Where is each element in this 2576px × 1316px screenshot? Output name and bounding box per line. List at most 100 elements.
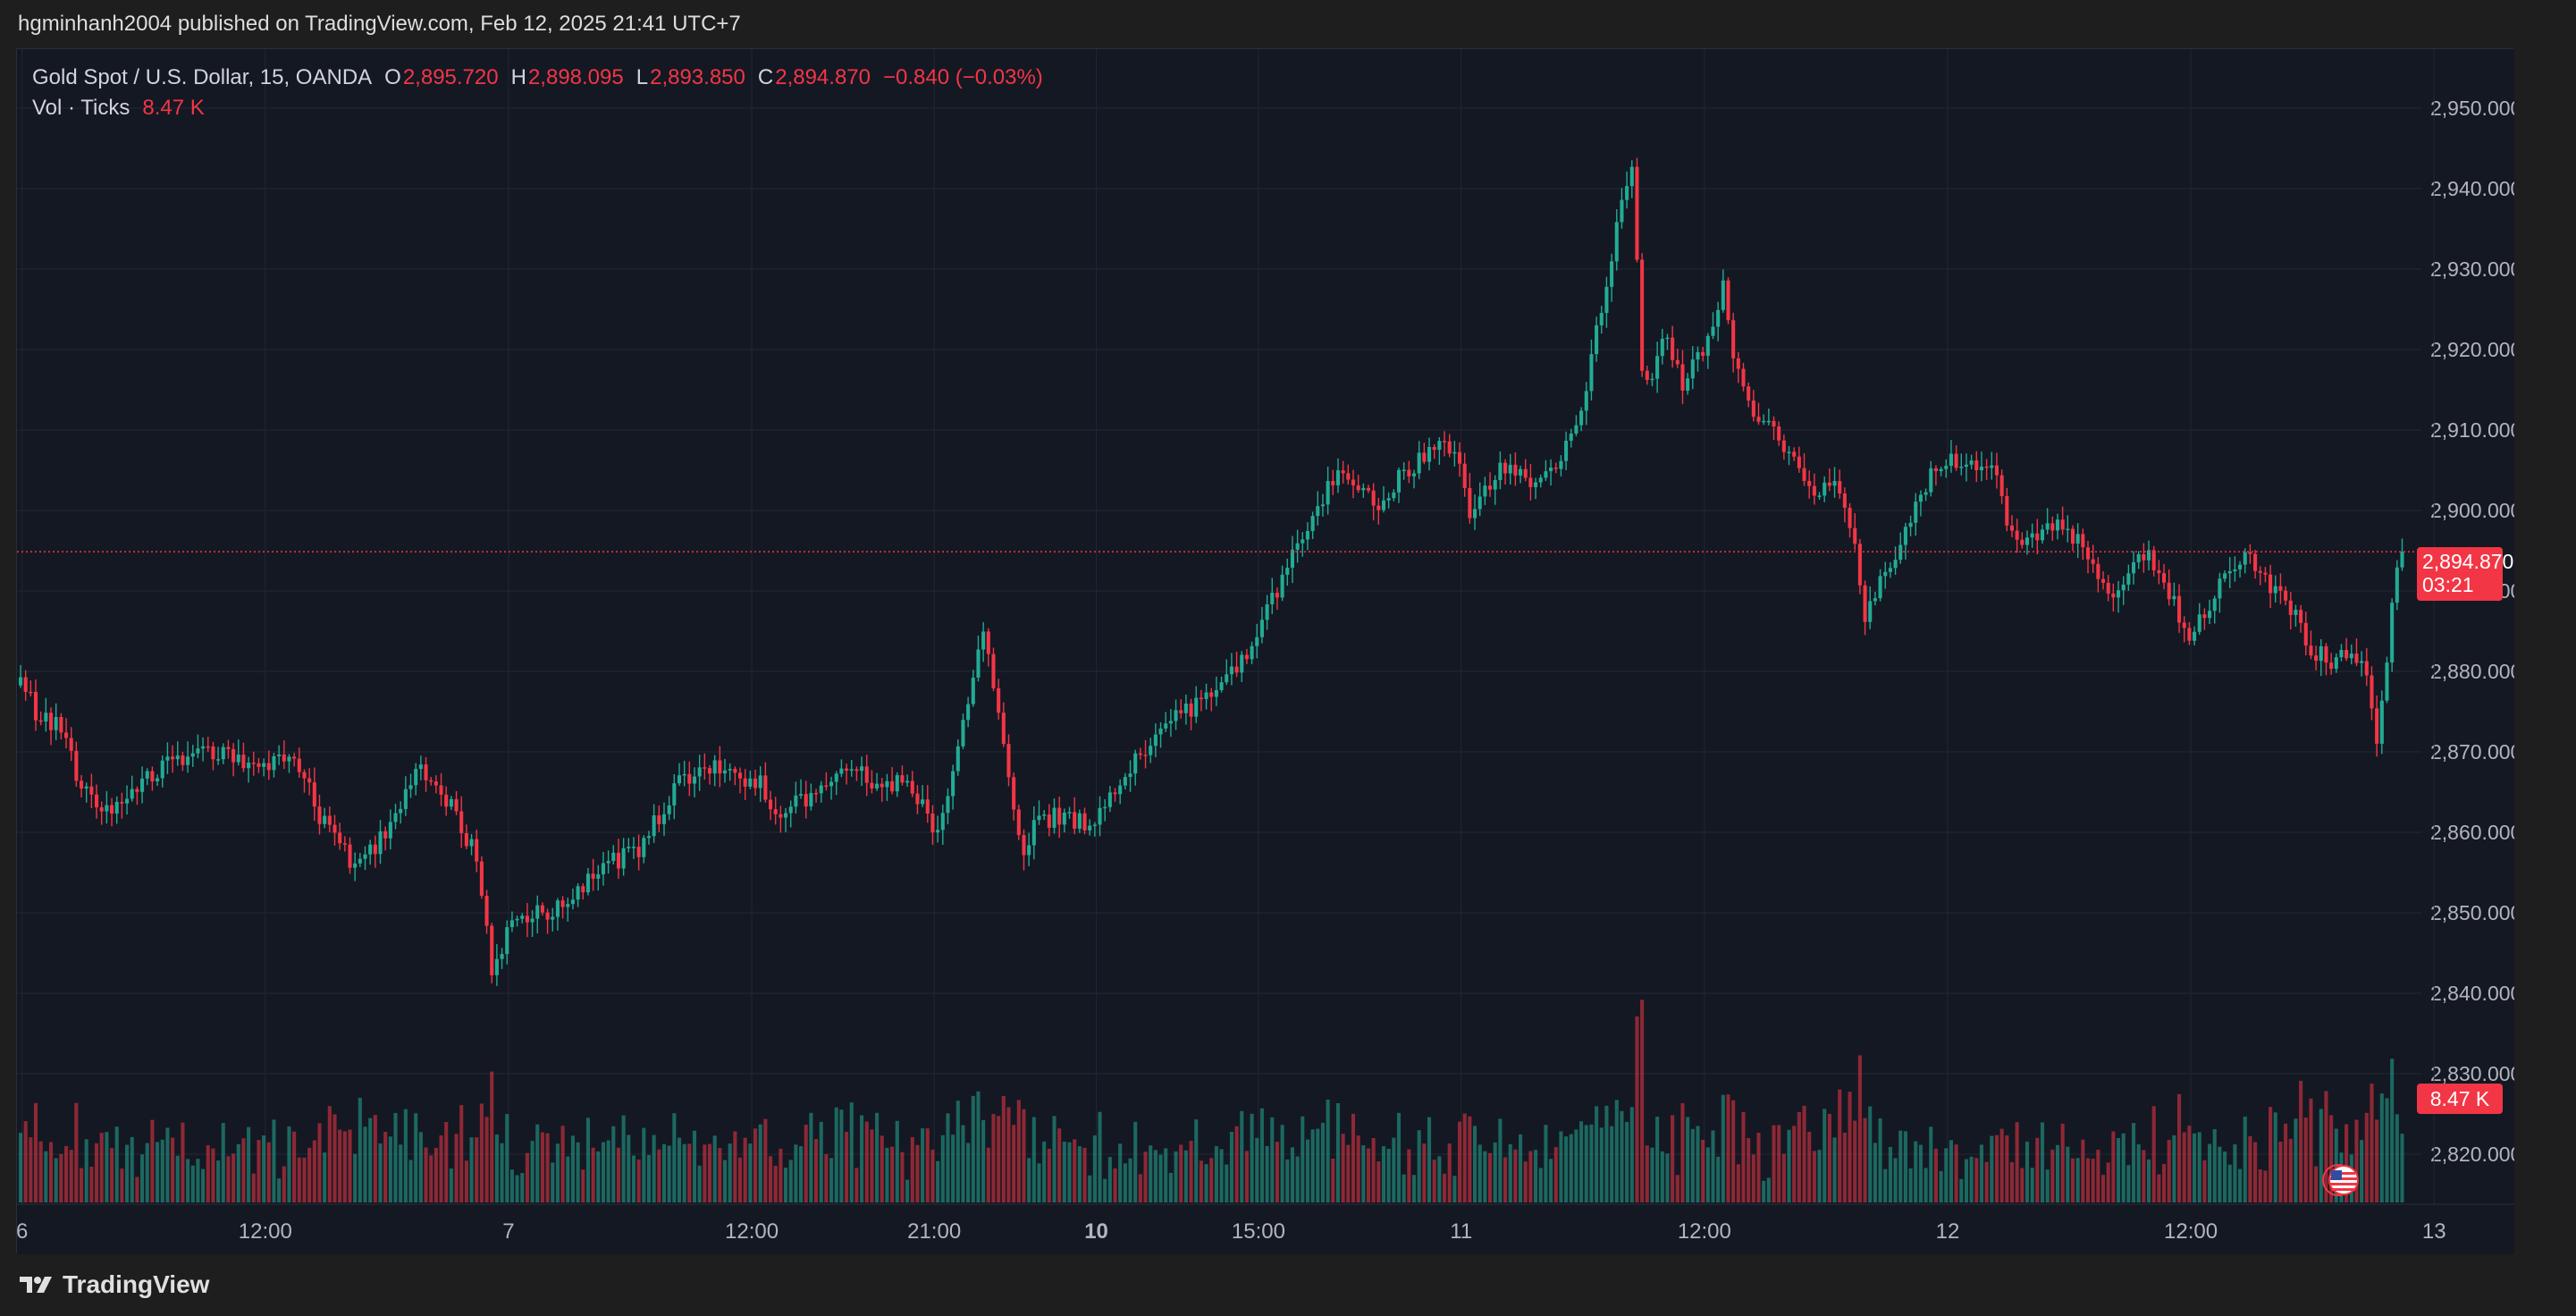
candle-body[interactable] — [171, 756, 175, 760]
candle-body[interactable] — [1331, 481, 1335, 485]
candle-body[interactable] — [1088, 825, 1092, 831]
candle-body[interactable] — [657, 814, 661, 824]
candle-body[interactable] — [1189, 703, 1193, 717]
candle-body[interactable] — [2177, 595, 2182, 623]
candle-body[interactable] — [1082, 813, 1087, 831]
candle-body[interactable] — [1959, 466, 1964, 468]
candle-body[interactable] — [930, 814, 935, 833]
candle-body[interactable] — [1199, 697, 1203, 700]
candle-body[interactable] — [1295, 543, 1300, 550]
candle-body[interactable] — [1508, 464, 1512, 474]
candle-body[interactable] — [1650, 378, 1654, 381]
candle-body[interactable] — [484, 895, 489, 926]
candle-body[interactable] — [2131, 561, 2136, 574]
candle-body[interactable] — [1671, 337, 1675, 360]
candle-body[interactable] — [1062, 812, 1066, 825]
candle-body[interactable] — [2075, 534, 2080, 544]
candle-body[interactable] — [1964, 464, 1968, 467]
candle-body[interactable] — [1878, 576, 1882, 599]
candle-body[interactable] — [429, 780, 434, 782]
candle-body[interactable] — [2395, 567, 2399, 603]
candle-body[interactable] — [368, 844, 373, 855]
candle-body[interactable] — [814, 792, 819, 795]
candle-body[interactable] — [1812, 485, 1816, 496]
candle-body[interactable] — [135, 789, 139, 792]
candle-body[interactable] — [718, 760, 722, 774]
candle-body[interactable] — [257, 763, 261, 767]
candle-body[interactable] — [566, 904, 570, 907]
candle-body[interactable] — [576, 886, 580, 900]
candle-body[interactable] — [1427, 446, 1432, 462]
candle-body[interactable] — [383, 831, 388, 839]
candle-body[interactable] — [936, 830, 940, 833]
candle-body[interactable] — [1042, 814, 1047, 816]
candle-body[interactable] — [2334, 657, 2338, 670]
candle-body[interactable] — [1392, 492, 1396, 499]
candle-body[interactable] — [54, 716, 58, 730]
candle-body[interactable] — [921, 799, 925, 805]
candle-body[interactable] — [570, 899, 575, 905]
candle-body[interactable] — [2263, 572, 2268, 575]
candle-body[interactable] — [1016, 809, 1021, 836]
candle-body[interactable] — [1741, 368, 1746, 387]
candle-body[interactable] — [631, 847, 636, 848]
candle-body[interactable] — [1747, 386, 1751, 401]
candle-body[interactable] — [1716, 309, 1721, 327]
candle-body[interactable] — [44, 713, 48, 722]
candle-body[interactable] — [1452, 451, 1457, 454]
candle-body[interactable] — [1204, 692, 1208, 699]
candle-body[interactable] — [758, 775, 762, 789]
candle-body[interactable] — [1290, 549, 1294, 569]
candle-body[interactable] — [1113, 792, 1117, 795]
candle-body[interactable] — [1052, 807, 1056, 828]
candle-body[interactable] — [393, 813, 398, 822]
candle-body[interactable] — [272, 755, 276, 771]
tradingview-logo[interactable]: TradingView — [18, 1270, 209, 1299]
candle-body[interactable] — [33, 692, 38, 721]
candle-body[interactable] — [2390, 603, 2395, 663]
candle-body[interactable] — [145, 771, 149, 779]
candle-body[interactable] — [323, 815, 327, 824]
candle-body[interactable] — [1655, 356, 1660, 379]
candle-body[interactable] — [2040, 529, 2045, 541]
candle-body[interactable] — [1726, 280, 1730, 321]
candle-body[interactable] — [1645, 370, 1649, 380]
candle-body[interactable] — [1143, 755, 1148, 756]
candle-body[interactable] — [2081, 534, 2085, 548]
candle-body[interactable] — [2055, 519, 2060, 531]
candle-body[interactable] — [1762, 420, 1766, 423]
candle-body[interactable] — [1128, 773, 1132, 778]
candle-body[interactable] — [1341, 470, 1345, 474]
candle-body[interactable] — [1797, 456, 1801, 468]
candle-body[interactable] — [414, 769, 418, 786]
candle-body[interactable] — [277, 755, 282, 756]
candle-body[interactable] — [966, 704, 971, 721]
candle-body[interactable] — [2375, 708, 2379, 744]
candle-body[interactable] — [1883, 571, 1888, 577]
candle-body[interactable] — [464, 832, 468, 847]
candle-body[interactable] — [525, 915, 529, 923]
candle-body[interactable] — [1863, 585, 1867, 622]
candle-body[interactable] — [454, 798, 459, 812]
candle-body[interactable] — [1442, 441, 1447, 443]
candle-body[interactable] — [1468, 487, 1472, 519]
candle-body[interactable] — [2070, 528, 2075, 544]
candle-body[interactable] — [1092, 824, 1097, 826]
candle-body[interactable] — [743, 778, 747, 787]
candle-body[interactable] — [241, 755, 246, 769]
candle-body[interactable] — [677, 775, 682, 784]
candle-body[interactable] — [1610, 261, 1614, 287]
candle-body[interactable] — [1493, 479, 1497, 490]
candle-body[interactable] — [2142, 553, 2146, 561]
candle-body[interactable] — [1209, 692, 1214, 697]
candle-body[interactable] — [2344, 649, 2349, 659]
candle-body[interactable] — [494, 958, 499, 975]
candle-body[interactable] — [2167, 582, 2171, 600]
candle-body[interactable] — [2015, 530, 2019, 540]
candle-body[interactable] — [348, 844, 352, 868]
candle-body[interactable] — [459, 811, 464, 833]
candle-body[interactable] — [1848, 507, 1852, 528]
candle-body[interactable] — [444, 794, 449, 807]
candle-body[interactable] — [1559, 460, 1563, 469]
candle-body[interactable] — [1584, 391, 1588, 411]
